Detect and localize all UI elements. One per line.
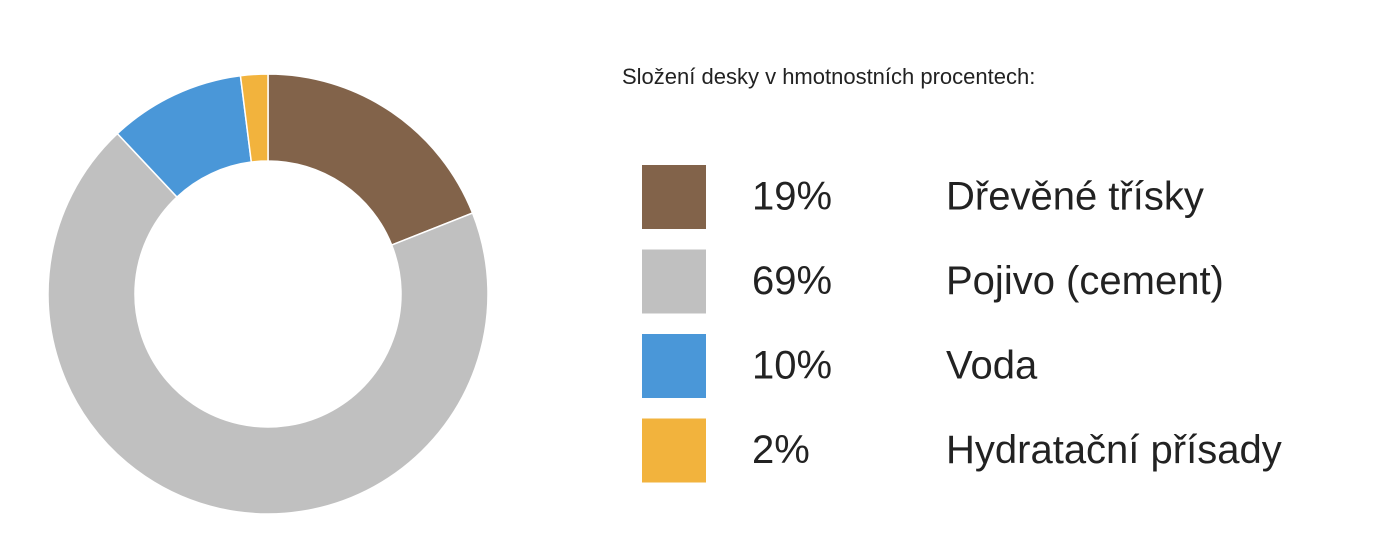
donut-slice (239, 73, 269, 163)
legend-swatch (642, 165, 706, 229)
donut-slice (47, 132, 489, 515)
chart-title: Složení desky v hmotnostních procentech: (622, 64, 1035, 89)
donut-slice (267, 73, 474, 247)
legend-value: 2% (752, 428, 810, 472)
legend-value: 10% (752, 344, 832, 388)
legend-label: Pojivo (cement) (946, 259, 1224, 303)
legend-label: Hydratační přísady (946, 428, 1282, 472)
legend-label: Dřevěné třísky (946, 175, 1204, 219)
legend-swatch (642, 418, 706, 483)
legend-swatch (642, 249, 706, 314)
legend-value: 19% (752, 175, 832, 219)
legend-label: Voda (946, 344, 1038, 388)
legend-swatch (642, 334, 706, 398)
legend-value: 69% (752, 259, 832, 303)
